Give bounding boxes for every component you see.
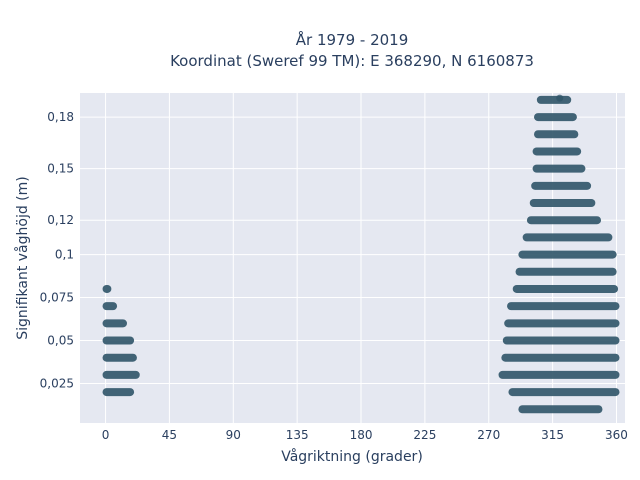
data-point-band — [102, 319, 127, 328]
tick-labels: 0 45 90 135 180 225 270 315 360 0,025 0,05 0,075 0,1… — [40, 110, 628, 442]
data-point-band — [102, 336, 135, 345]
data-point-band — [502, 336, 620, 345]
y-tick-label: 0,025 — [40, 376, 74, 390]
y-tick-label: 0,1 — [55, 248, 74, 262]
data-point-band — [518, 250, 617, 259]
y-tick-label: 0,18 — [47, 110, 74, 124]
x-tick-label: 90 — [226, 428, 241, 442]
data-point-band — [518, 405, 603, 414]
data-point-band — [102, 284, 112, 293]
data-point-band — [522, 233, 613, 242]
x-tick-label: 135 — [286, 428, 309, 442]
x-tick-label: 0 — [102, 428, 110, 442]
y-tick-label: 0,05 — [47, 334, 74, 348]
x-tick-label: 270 — [477, 428, 500, 442]
y-tick-label: 0,15 — [47, 162, 74, 176]
x-tick-label: 360 — [605, 428, 628, 442]
data-point-band — [532, 147, 582, 156]
data-point-band — [504, 319, 620, 328]
data-point-band — [536, 95, 572, 104]
data-point-band — [526, 216, 602, 225]
data-point-band — [102, 302, 118, 311]
x-tick-label: 225 — [413, 428, 436, 442]
x-tick-label: 180 — [350, 428, 373, 442]
x-tick-label: 45 — [162, 428, 177, 442]
y-axis-title: Signifikant våghöjd (m) — [14, 176, 31, 339]
data-point-band — [531, 181, 592, 190]
data-point-band — [512, 284, 619, 293]
data-point-band — [534, 130, 579, 139]
data-point-band — [102, 370, 140, 379]
data-point-band — [102, 353, 137, 362]
data-point-band — [501, 353, 620, 362]
data-point-band — [529, 199, 596, 207]
y-tick-label: 0,12 — [47, 213, 74, 227]
x-tick-label: 315 — [541, 428, 564, 442]
data-point-band — [515, 267, 617, 276]
chart-title-line-2: Koordinat (Sweref 99 TM): E 368290, N 61… — [170, 52, 534, 70]
y-tick-label: 0,075 — [40, 291, 74, 305]
x-axis-title: Vågriktning (grader) — [281, 448, 423, 465]
data-point-band — [507, 302, 620, 311]
data-point-band — [532, 164, 586, 173]
data-point-band — [498, 370, 620, 379]
data-points — [102, 94, 620, 414]
chart-title-line-1: År 1979 - 2019 — [296, 30, 409, 49]
data-point — [556, 94, 564, 102]
data-point-band — [508, 388, 620, 397]
data-point-band — [534, 113, 577, 122]
data-point-band — [102, 388, 135, 397]
